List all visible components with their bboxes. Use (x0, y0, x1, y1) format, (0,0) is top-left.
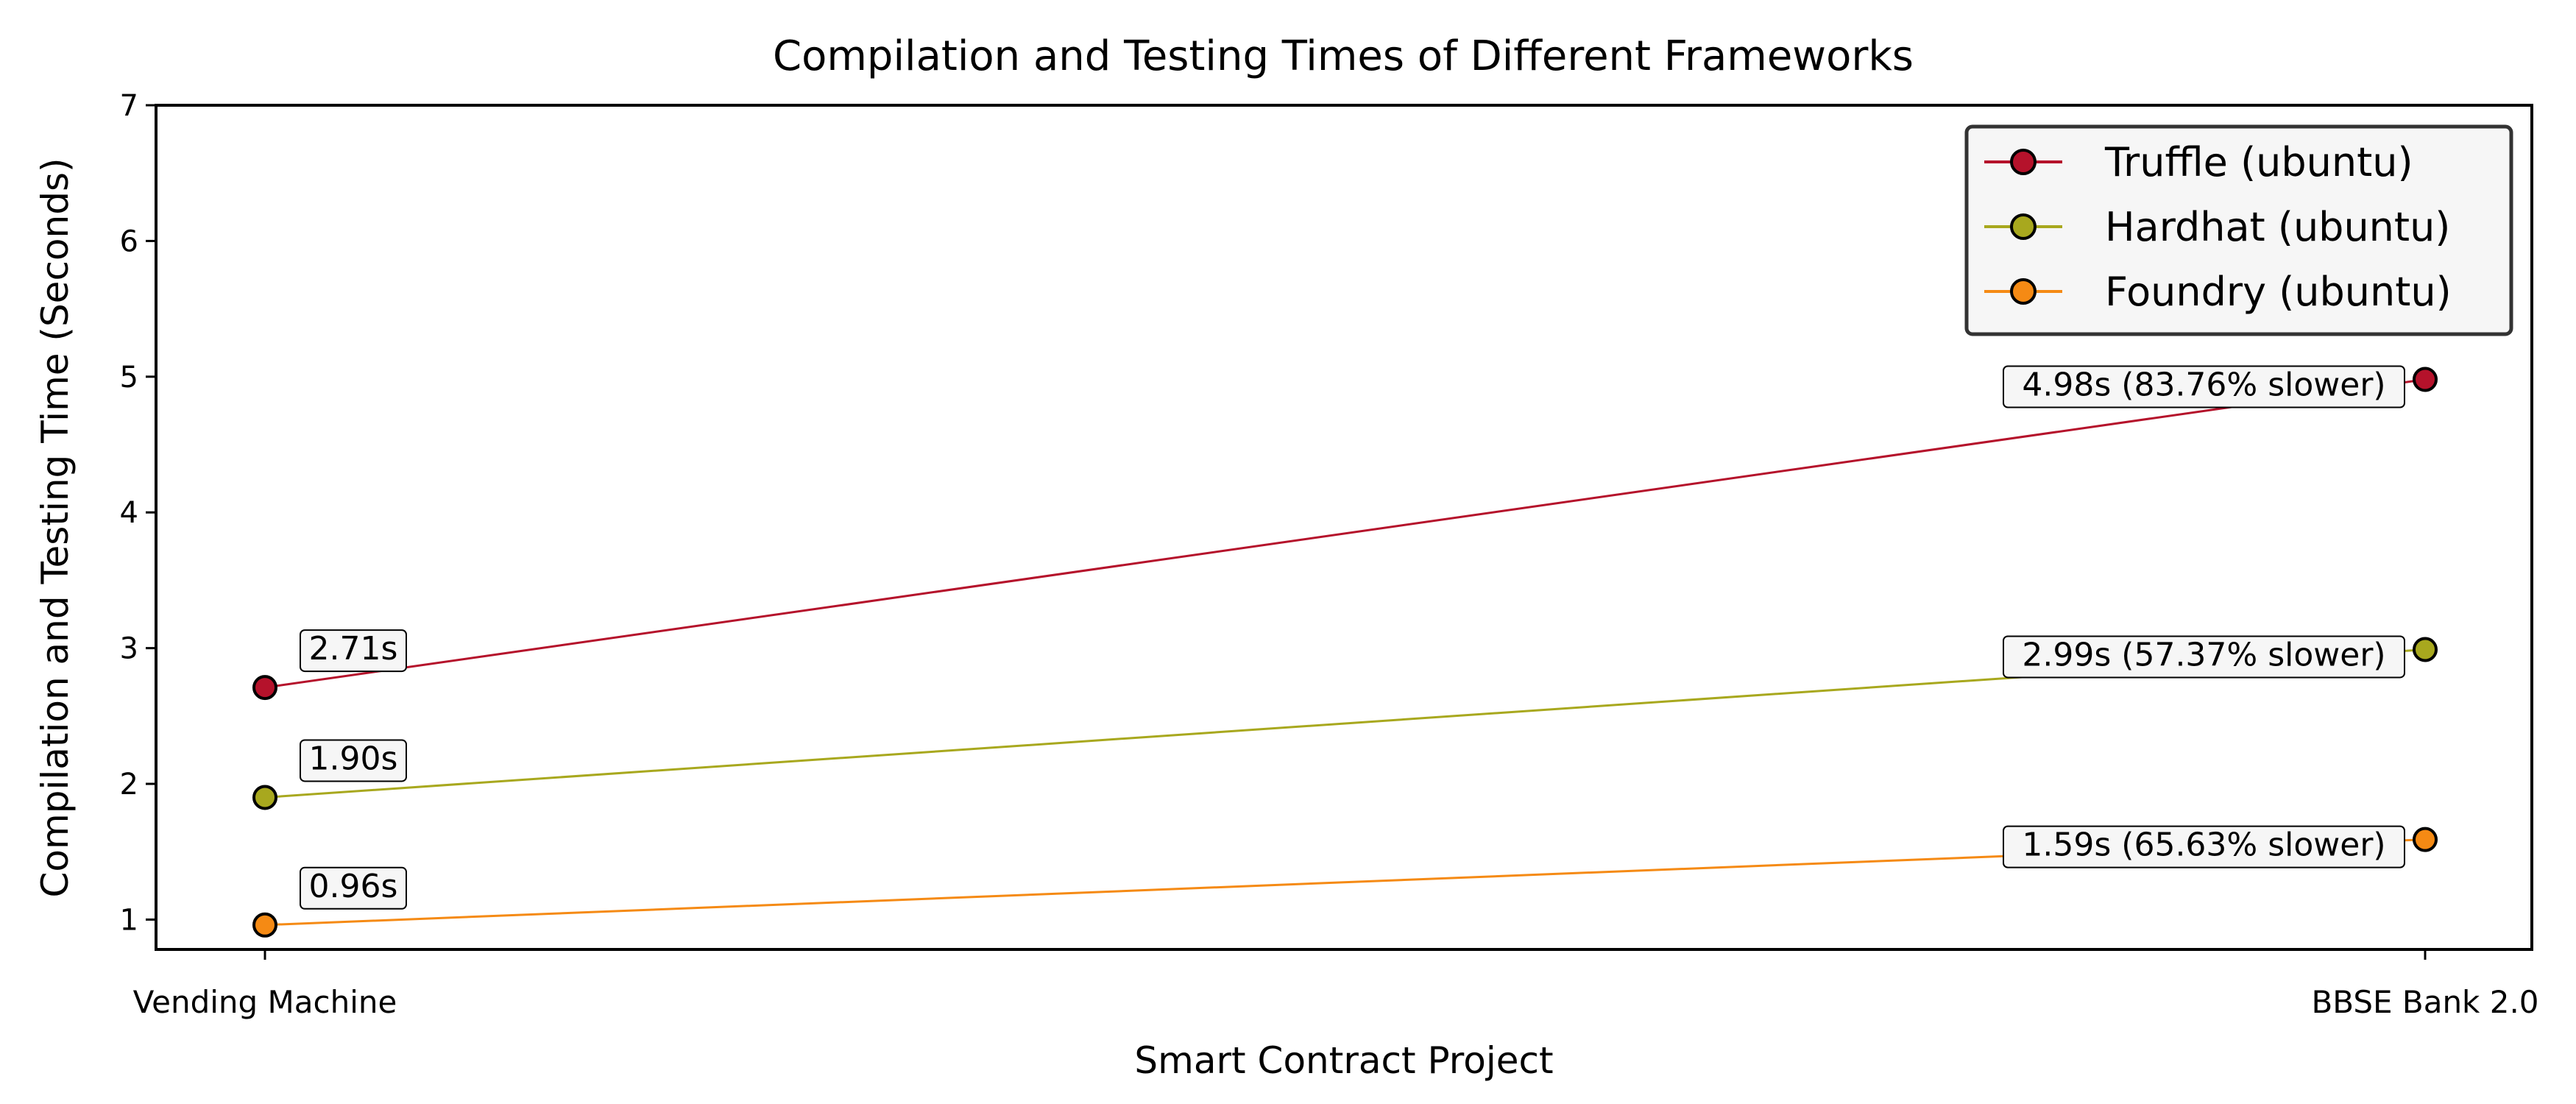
legend: Truffle (ubuntu) Hardhat (ubuntu) Foundry … (1964, 124, 2513, 336)
data-point (2413, 827, 2438, 852)
y-tick-label: 6 (120, 224, 138, 258)
y-tick-label: 7 (120, 89, 138, 123)
data-label-group: 2.99s (57.37% slower) (2003, 635, 2405, 679)
data-label-group: 2.71s (300, 629, 407, 673)
data-label-box (300, 866, 407, 910)
data-point (252, 912, 277, 938)
plot-frame (155, 104, 2533, 951)
y-axis-label: Compilation and Testing Time (Seconds) (34, 158, 77, 897)
data-label: 1.90s (309, 740, 398, 777)
series-line (264, 378, 2426, 689)
y-tick-label: 1 (120, 903, 138, 937)
legend-marker-swatch (2010, 149, 2037, 175)
data-label-group: 0.96s (300, 866, 407, 910)
data-label-box (2003, 635, 2405, 679)
data-label-box (300, 739, 407, 782)
y-tick-label: 4 (120, 496, 138, 530)
legend-entry: Hardhat (ubuntu) (1984, 204, 2450, 250)
data-point (252, 675, 277, 701)
legend-label: Truffle (ubuntu) (2104, 139, 2413, 185)
data-label: 0.96s (309, 868, 398, 905)
data-label-box (300, 629, 407, 673)
y-tick-label: 5 (120, 361, 138, 394)
data-label-group: 1.59s (65.63% slower) (2003, 825, 2405, 868)
data-label: 1.59s (65.63% slower) (2022, 827, 2385, 864)
x-tick-label: BBSE Bank 2.0 (2311, 984, 2538, 1020)
x-tick-label: Vending Machine (133, 984, 397, 1020)
chart-title: Compilation and Testing Times of Differe… (773, 32, 1914, 80)
legend-label: Hardhat (ubuntu) (2105, 204, 2450, 250)
data-label: 2.71s (309, 630, 398, 668)
data-label: 4.98s (83.76% slower) (2022, 366, 2385, 403)
data-label-group: 4.98s (83.76% slower) (2003, 365, 2405, 408)
legend-marker-swatch (2010, 278, 2037, 305)
legend-entry: Truffle (ubuntu) (1984, 139, 2413, 185)
legend-entry: Foundry (ubuntu) (1984, 269, 2452, 315)
data-label-group: 1.90s (300, 739, 407, 782)
y-tick-label: 3 (120, 632, 138, 666)
y-tick-label: 2 (120, 768, 138, 802)
data-point (2413, 367, 2438, 392)
legend-label: Foundry (ubuntu) (2105, 269, 2452, 315)
legend-frame (1964, 124, 2513, 336)
plot-layer: 1 2 3 4 5 6 7 Vending Machine BBSE Bank 2.0 2.71s… (120, 89, 2539, 1020)
data-label: 2.99s (57.37% slower) (2022, 636, 2385, 673)
data-label-box (2003, 365, 2405, 408)
data-point (252, 785, 277, 810)
x-axis-label: Smart Contract Project (1134, 1039, 1553, 1082)
data-point (2413, 637, 2438, 662)
legend-marker-swatch (2010, 213, 2037, 240)
data-label-box (2003, 825, 2405, 868)
